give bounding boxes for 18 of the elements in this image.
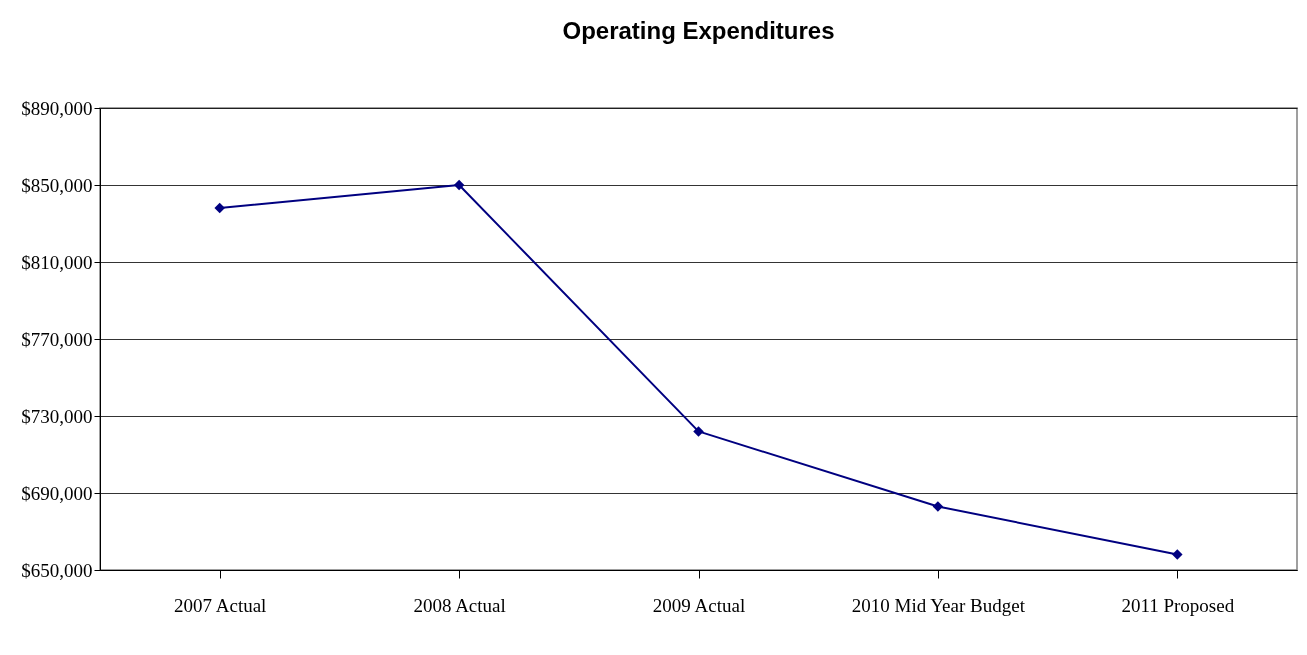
y-tick-label: $890,000 (21, 97, 93, 119)
x-tick-label: 2010 Mid Year Budget (851, 594, 1026, 616)
point (693, 426, 704, 437)
point (1172, 549, 1183, 560)
y-tick-label: $690,000 (21, 482, 93, 504)
y-tick-label: $770,000 (21, 328, 93, 350)
chart-title: Operating Expenditures (562, 17, 835, 44)
point (932, 501, 944, 512)
point (453, 179, 465, 191)
y-tick-label: $730,000 (21, 405, 93, 427)
x-tick-label: 2008 Actual (413, 594, 506, 616)
x-tick-label: 2011 Proposed (1121, 594, 1235, 616)
y-tick-label: $850,000 (21, 174, 93, 196)
x-tick-label: 2007 Actual (174, 594, 267, 616)
y-tick-label: $810,000 (21, 251, 93, 273)
x-tick-label: 2009 Actual (652, 594, 746, 616)
y-tick-label: $650,000 (21, 559, 93, 581)
point (214, 202, 225, 214)
